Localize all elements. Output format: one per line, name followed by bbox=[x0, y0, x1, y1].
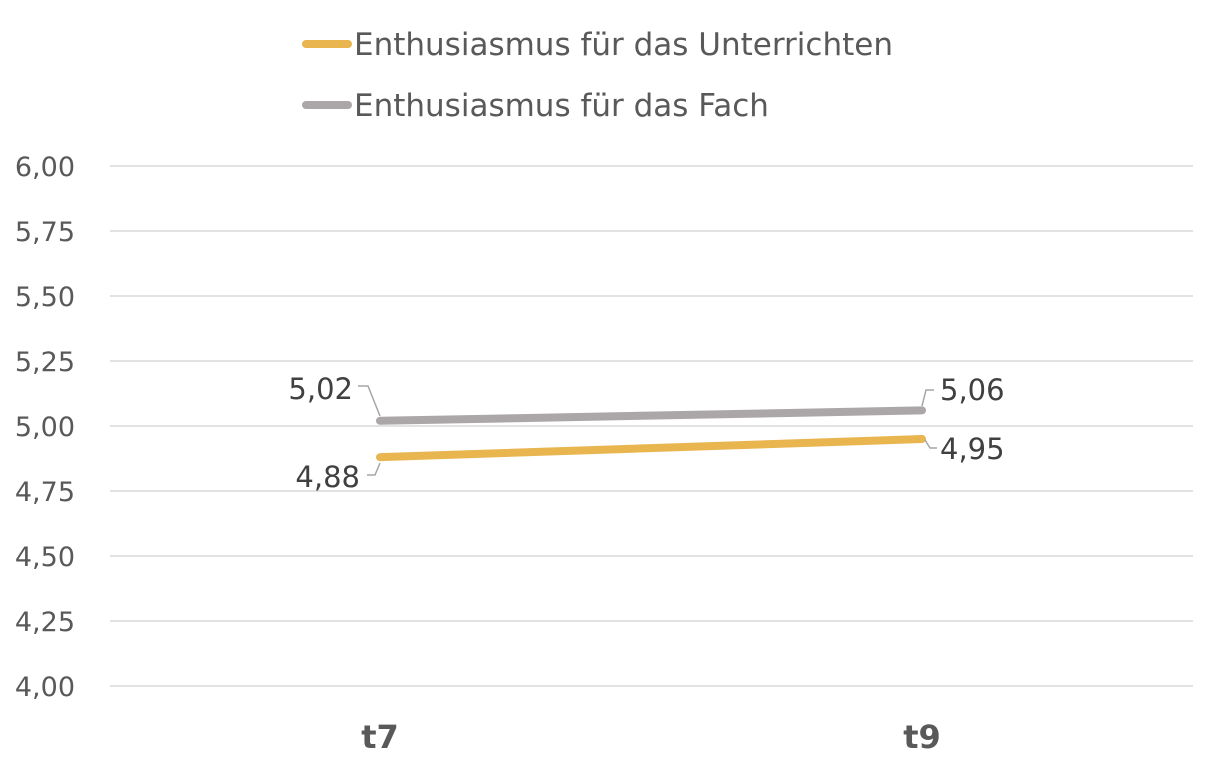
y-tick-label: 5,25 bbox=[15, 347, 75, 378]
y-tick-label: 4,25 bbox=[15, 607, 75, 638]
data-labels: 4,88 4,95 5,02 5,06 bbox=[288, 372, 1004, 494]
leader-line bbox=[367, 462, 381, 476]
legend: Enthusiasmus für das Unterrichten Enthusi… bbox=[302, 27, 893, 124]
leader-line bbox=[358, 385, 381, 417]
data-point bbox=[377, 454, 383, 461]
legend-label-1: Enthusiasmus für das Fach bbox=[354, 88, 769, 124]
y-tick-label: 4,75 bbox=[15, 477, 75, 508]
series-line-0 bbox=[376, 435, 926, 462]
gridlines bbox=[110, 165, 1193, 687]
x-axis: t7 t9 bbox=[361, 718, 941, 756]
x-tick-label: t9 bbox=[903, 718, 941, 756]
series-lines bbox=[376, 406, 926, 462]
x-tick-label: t7 bbox=[361, 718, 399, 756]
y-tick-label: 4,00 bbox=[15, 672, 75, 703]
y-axis: 4,00 4,25 4,50 4,75 5,00 5,25 5,50 5,75 6,00 bbox=[15, 152, 75, 703]
data-point bbox=[919, 436, 925, 442]
data-label: 5,06 bbox=[940, 373, 1005, 407]
leader-line bbox=[921, 389, 934, 407]
data-label: 5,02 bbox=[288, 372, 353, 406]
data-point bbox=[919, 407, 925, 414]
leader-line bbox=[924, 439, 937, 449]
data-point bbox=[377, 417, 383, 424]
y-tick-label: 5,00 bbox=[15, 412, 75, 443]
series-line-1 bbox=[376, 406, 926, 425]
legend-label-0: Enthusiasmus für das Unterrichten bbox=[354, 27, 893, 63]
y-tick-label: 5,50 bbox=[15, 282, 75, 313]
y-tick-label: 4,50 bbox=[15, 542, 75, 573]
data-label: 4,88 bbox=[295, 460, 360, 494]
y-tick-label: 6,00 bbox=[15, 152, 75, 183]
y-tick-label: 5,75 bbox=[15, 217, 75, 248]
data-label: 4,95 bbox=[940, 432, 1005, 466]
